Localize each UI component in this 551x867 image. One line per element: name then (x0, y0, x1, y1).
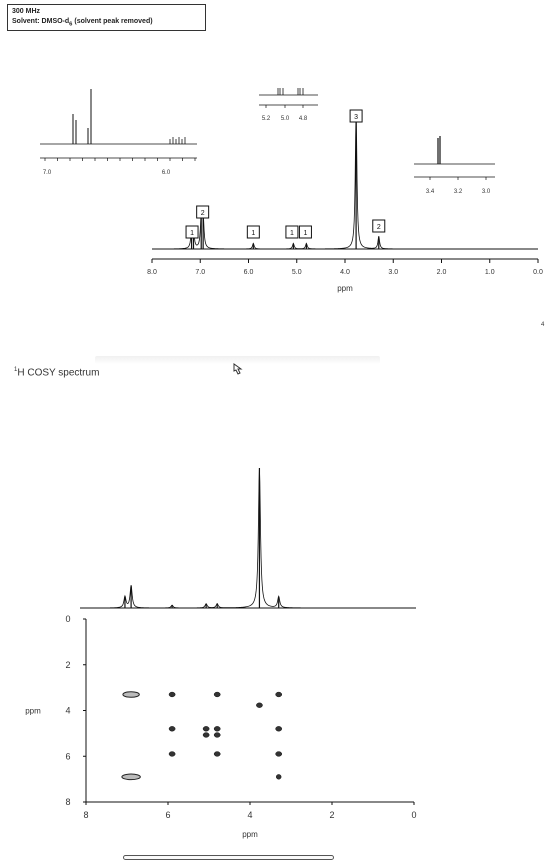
y-tick-label: 8 (65, 797, 70, 807)
integration-box (185, 225, 199, 239)
cross-peak (168, 726, 176, 732)
integration-box (349, 109, 363, 123)
x-tick-label: 0 (411, 810, 416, 820)
inset-tick-label: 6.0 (162, 170, 171, 176)
inset-tick-label: 5.2 (262, 116, 271, 122)
page-number: 4 (541, 322, 545, 328)
y-tick-label: 4 (65, 706, 70, 716)
x-tick-label: 2 (329, 810, 334, 820)
integration-label: 2 (377, 224, 381, 231)
inset-tick-label: 3.2 (454, 189, 463, 195)
integration-label: 1 (290, 230, 294, 237)
cosy-section-title: 1H COSY spectrum (14, 367, 100, 379)
x-tick-label: 0.0 (533, 269, 543, 276)
y-tick-label: 6 (65, 751, 70, 761)
cross-peak (122, 691, 140, 698)
cross-peak (202, 726, 210, 732)
integration-label: 2 (201, 210, 205, 217)
inset-tick-label: 3.0 (482, 189, 491, 195)
x-tick-label: 2.0 (437, 269, 447, 276)
cross-peak (275, 774, 282, 780)
integration-label: 1 (251, 230, 255, 237)
cross-peak (256, 702, 263, 708)
cross-peak (168, 751, 176, 757)
integration-label: 1 (303, 230, 307, 237)
inset-tick-label: 5.0 (281, 116, 290, 122)
x-axis-label: ppm (337, 284, 353, 293)
cross-peak (168, 691, 176, 698)
x-tick-label: 6.0 (244, 269, 254, 276)
horizontal-scrollbar[interactable] (123, 855, 334, 860)
cross-peak (213, 726, 221, 732)
spectrum-info-box: 300 MHz Solvent: DMSO-d6 (solvent peak r… (7, 4, 206, 31)
cross-peak (213, 732, 221, 738)
cross-peak (121, 773, 141, 781)
spectrum-trace (152, 109, 538, 250)
cross-peak (213, 751, 221, 757)
cross-peak (202, 732, 210, 738)
integration-label: 3 (354, 114, 358, 121)
x-tick-label: 7.0 (195, 269, 205, 276)
inset-tick-label: 3.4 (426, 189, 435, 195)
integration-label: 1 (190, 230, 194, 237)
integration-box (298, 225, 312, 239)
cross-peak (275, 726, 283, 732)
frequency-label: 300 MHz (12, 8, 41, 15)
y-tick-label: 0 (65, 614, 70, 624)
page-divider-shadow (95, 356, 380, 364)
x-tick-label: 1.0 (485, 269, 495, 276)
cross-peak (275, 751, 283, 757)
integration-box (372, 219, 386, 233)
integration-box (196, 205, 210, 219)
solvent-label: Solvent: DMSO-d6 (solvent peak removed) (12, 18, 153, 28)
inset-tick-label: 7.0 (43, 170, 52, 176)
y-tick-label: 2 (65, 660, 70, 670)
integration-box (285, 225, 299, 239)
inset-tick-label: 4.8 (299, 116, 308, 122)
cross-peak (275, 691, 283, 698)
x-tick-label: 6 (165, 810, 170, 820)
projection-trace (86, 467, 414, 609)
cross-peak (213, 691, 221, 698)
hand-cursor-icon (233, 363, 243, 375)
x-tick-label: 3.0 (388, 269, 398, 276)
x-tick-label: 4.0 (340, 269, 350, 276)
x-tick-label: 4 (247, 810, 252, 820)
integration-box (246, 225, 260, 239)
x-tick-label: 8.0 (147, 269, 157, 276)
x-axis-label: ppm (242, 830, 258, 839)
x-tick-label: 8 (83, 810, 88, 820)
y-axis-label: ppm (25, 707, 41, 716)
x-tick-label: 5.0 (292, 269, 302, 276)
nmr-1d-spectrum: 8.0 7.0 6.0 5.0 4.0 3.0 2.0 1.0 0.0 ppm 1 2 1 1 1 3 2 7.0… (40, 88, 543, 293)
